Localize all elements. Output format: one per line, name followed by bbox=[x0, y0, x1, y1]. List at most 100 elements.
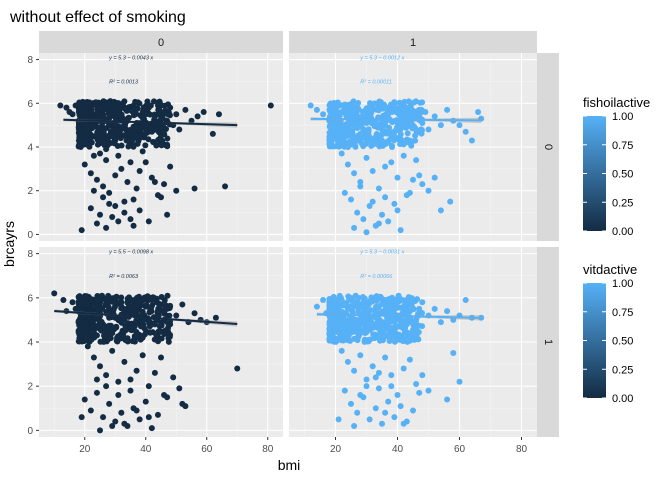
data-point bbox=[403, 321, 410, 328]
data-point bbox=[416, 172, 423, 179]
data-point bbox=[87, 170, 94, 177]
data-point bbox=[105, 132, 112, 139]
data-point bbox=[112, 172, 119, 179]
data-point bbox=[447, 198, 454, 205]
data-point bbox=[341, 133, 348, 140]
data-point bbox=[104, 99, 111, 106]
data-point bbox=[142, 398, 149, 405]
data-point bbox=[410, 297, 416, 304]
data-point bbox=[313, 303, 320, 310]
data-point bbox=[166, 331, 173, 338]
y-tick-label: 2 bbox=[27, 186, 33, 197]
data-point bbox=[179, 400, 186, 407]
data-point bbox=[338, 337, 345, 344]
data-point bbox=[142, 142, 149, 149]
data-point bbox=[341, 325, 348, 332]
data-point bbox=[63, 104, 70, 111]
data-point bbox=[130, 143, 137, 150]
data-point bbox=[395, 331, 402, 338]
data-point bbox=[209, 130, 216, 137]
data-point bbox=[100, 113, 107, 120]
data-point bbox=[382, 194, 389, 201]
data-point bbox=[307, 102, 314, 109]
data-point bbox=[78, 126, 85, 133]
data-point bbox=[170, 374, 177, 381]
data-point bbox=[87, 205, 94, 212]
data-point bbox=[139, 109, 146, 116]
data-point bbox=[127, 376, 134, 383]
data-point bbox=[462, 128, 469, 135]
data-point bbox=[391, 200, 398, 207]
data-point bbox=[397, 227, 404, 234]
data-point bbox=[369, 168, 376, 175]
facet-strip-col bbox=[289, 31, 537, 53]
data-point bbox=[137, 124, 144, 131]
data-point bbox=[379, 327, 385, 334]
data-point bbox=[87, 102, 94, 109]
data-point bbox=[437, 122, 444, 129]
data-point bbox=[419, 119, 426, 126]
data-point bbox=[375, 141, 382, 148]
data-point bbox=[383, 302, 390, 309]
data-point bbox=[103, 297, 110, 304]
data-point bbox=[127, 302, 134, 309]
data-point bbox=[413, 380, 420, 387]
data-point bbox=[363, 376, 370, 383]
data-point bbox=[93, 389, 100, 396]
data-point bbox=[385, 104, 392, 111]
data-point bbox=[352, 292, 359, 299]
data-point bbox=[91, 133, 98, 140]
data-point bbox=[355, 99, 362, 106]
data-point bbox=[375, 102, 382, 109]
data-point bbox=[148, 174, 155, 181]
equation-label: y = 5.3 − 0.0043 x bbox=[108, 56, 153, 62]
facet-panel: y = 5.3 − 0.0012 x R² = 0.00011 bbox=[289, 53, 537, 241]
data-point bbox=[394, 392, 401, 399]
data-point bbox=[164, 143, 171, 150]
data-point bbox=[382, 354, 389, 361]
data-point bbox=[400, 152, 407, 159]
data-point bbox=[412, 132, 419, 139]
data-point bbox=[357, 392, 364, 399]
data-point bbox=[115, 218, 122, 225]
data-point bbox=[333, 336, 340, 343]
data-point bbox=[388, 383, 395, 390]
data-point bbox=[400, 122, 407, 129]
data-point bbox=[105, 322, 112, 329]
data-point bbox=[326, 330, 333, 337]
data-point bbox=[332, 301, 339, 308]
data-point bbox=[115, 316, 122, 323]
data-point bbox=[410, 321, 417, 328]
x-tick-label: 20 bbox=[330, 444, 342, 455]
data-point bbox=[373, 320, 380, 327]
data-point bbox=[154, 102, 161, 109]
legends: fishoilactive1.000.750.500.250.00vitdact… bbox=[583, 95, 650, 405]
data-point bbox=[94, 105, 101, 112]
data-point bbox=[100, 194, 107, 201]
data-point bbox=[133, 310, 140, 317]
data-point bbox=[144, 293, 151, 300]
data-point bbox=[90, 354, 97, 361]
facet-strip-row bbox=[537, 53, 559, 241]
data-point bbox=[222, 183, 229, 190]
data-point bbox=[338, 102, 345, 109]
data-point bbox=[69, 111, 76, 118]
data-point bbox=[141, 331, 148, 338]
data-point bbox=[375, 185, 382, 192]
data-point bbox=[395, 336, 402, 343]
data-point bbox=[385, 310, 392, 317]
data-point bbox=[153, 142, 160, 149]
data-point bbox=[413, 157, 420, 164]
data-point bbox=[369, 363, 376, 370]
data-point bbox=[145, 218, 152, 225]
data-point bbox=[109, 347, 116, 354]
data-point bbox=[81, 396, 88, 403]
data-point bbox=[78, 104, 85, 111]
data-point bbox=[437, 319, 444, 326]
data-point bbox=[81, 161, 88, 168]
equation-label: y = 5.3 − 0.0031 x bbox=[359, 250, 404, 256]
data-point bbox=[388, 142, 395, 149]
data-point bbox=[336, 322, 343, 329]
data-point bbox=[329, 104, 336, 111]
